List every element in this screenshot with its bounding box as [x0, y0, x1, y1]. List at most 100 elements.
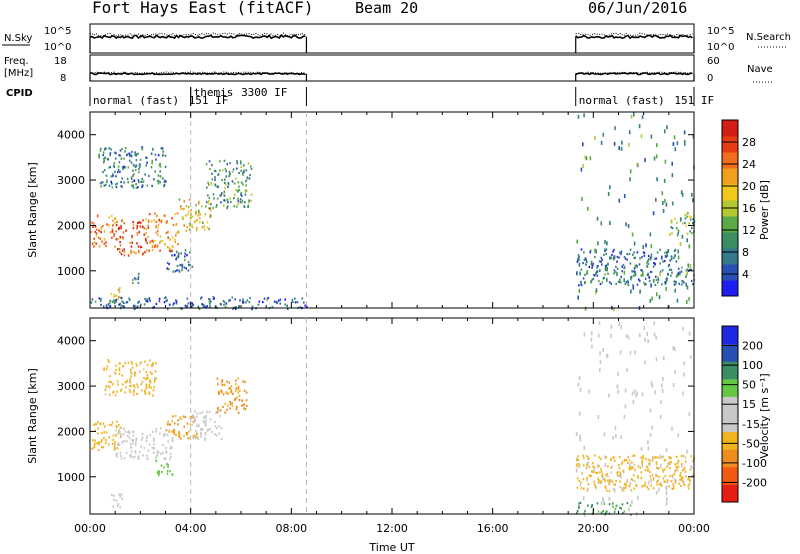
range-cell	[579, 437, 582, 442]
colorbar-tick-label: 20	[742, 180, 756, 193]
range-cell	[242, 173, 244, 176]
range-cell	[666, 252, 668, 255]
range-cell	[124, 150, 126, 153]
range-cell	[678, 482, 681, 485]
range-cell	[687, 484, 690, 487]
range-cell	[664, 281, 666, 284]
range-cell	[600, 468, 602, 471]
range-cell	[630, 467, 632, 470]
range-cell	[200, 296, 203, 299]
range-cell	[672, 142, 675, 146]
range-cell	[132, 278, 134, 282]
range-cell	[171, 439, 174, 442]
range-cell	[132, 163, 135, 167]
range-cell	[207, 181, 209, 184]
range-cell	[237, 377, 240, 380]
range-cell	[650, 484, 653, 487]
range-cell	[642, 456, 644, 459]
range-cell	[617, 280, 620, 283]
range-cell	[216, 411, 219, 414]
range-cell	[623, 270, 626, 275]
range-cell	[153, 378, 156, 381]
range-cell	[609, 221, 611, 225]
range-cell	[217, 185, 220, 188]
range-cell	[677, 229, 680, 232]
range-cell	[650, 283, 652, 288]
range-cell	[120, 297, 123, 300]
range-cell	[669, 259, 671, 262]
range-cell	[227, 185, 229, 188]
range-cell	[198, 307, 201, 310]
range-cell	[628, 485, 631, 488]
velocity-cells	[91, 321, 695, 517]
range-cell	[207, 194, 209, 197]
range-cell	[154, 153, 157, 156]
range-cell	[177, 419, 180, 422]
range-cell	[304, 304, 307, 307]
range-cell	[128, 297, 130, 300]
range-cell	[587, 504, 589, 507]
range-cell	[632, 454, 635, 457]
range-cell	[577, 455, 580, 458]
y-tick-label: 2000	[57, 219, 85, 232]
range-cell	[178, 431, 181, 434]
range-cell	[677, 249, 679, 254]
range-cell	[186, 433, 188, 436]
colorbar-swatch	[722, 466, 738, 485]
range-cell	[115, 175, 117, 178]
range-cell	[668, 456, 670, 459]
range-cell	[144, 173, 146, 176]
range-cell	[157, 230, 159, 233]
range-cell	[244, 193, 247, 196]
range-cell	[130, 360, 133, 364]
range-cell	[109, 152, 112, 155]
range-cell	[616, 384, 619, 389]
range-cell	[103, 159, 105, 162]
range-cell	[161, 147, 164, 150]
range-cell	[577, 257, 580, 262]
range-cell	[603, 432, 606, 437]
range-cell	[178, 435, 180, 438]
range-cell	[632, 285, 635, 290]
range-cell	[585, 258, 587, 261]
range-cell	[181, 263, 183, 266]
range-cell	[626, 480, 629, 483]
range-cell	[690, 279, 693, 282]
range-cell	[628, 252, 631, 256]
range-cell	[109, 302, 111, 305]
range-cell	[209, 418, 212, 421]
range-cell	[626, 279, 629, 282]
range-cell	[618, 322, 621, 327]
range-cell	[152, 147, 154, 150]
range-cell	[668, 485, 670, 488]
range-cell	[598, 279, 600, 283]
range-cell	[277, 299, 280, 302]
range-cell	[682, 480, 684, 483]
range-cell	[637, 474, 639, 478]
range-cell	[117, 228, 120, 231]
range-cell	[642, 274, 644, 277]
range-cell	[677, 459, 680, 462]
range-cell	[114, 299, 116, 302]
range-cell	[93, 423, 95, 426]
range-cell	[595, 471, 597, 474]
range-cell	[685, 275, 687, 278]
range-cell	[118, 430, 120, 433]
range-cell	[114, 440, 116, 444]
range-cell	[250, 193, 253, 196]
cpid-segment-id: 151 IF	[189, 94, 229, 107]
range-cell	[163, 297, 166, 300]
range-cell	[150, 386, 152, 389]
range-cell	[120, 426, 122, 429]
range-cell	[170, 250, 172, 253]
range-cell	[667, 249, 670, 253]
range-cell	[242, 183, 244, 186]
range-cell	[643, 484, 645, 487]
range-cell	[620, 146, 623, 151]
range-cell	[122, 433, 124, 436]
range-cell	[641, 392, 644, 397]
range-cell	[154, 380, 156, 383]
range-cell	[110, 180, 112, 183]
range-cell	[130, 454, 132, 457]
range-cell	[170, 446, 173, 450]
